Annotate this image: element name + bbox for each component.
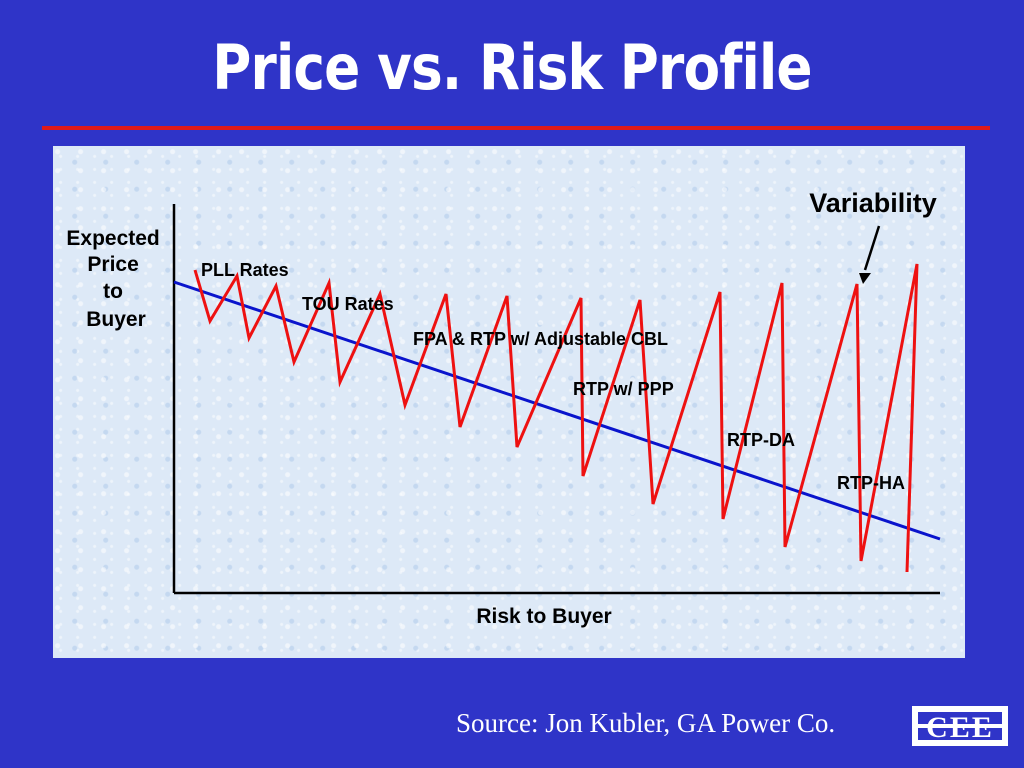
- rate-label-rtp-da: RTP-DA: [727, 430, 795, 450]
- y-axis-label-line: Expected: [66, 227, 159, 250]
- price-risk-diagram: Expected Price to Buyer Risk to Buyer Va…: [66, 188, 941, 628]
- rate-label-rtp-ha: RTP-HA: [837, 473, 905, 493]
- slide-title: Price vs. Risk Profile: [212, 31, 812, 104]
- y-axis-label: Expected Price to Buyer: [66, 227, 165, 331]
- x-axis-label: Risk to Buyer: [476, 605, 611, 628]
- variability-arrowhead: [859, 273, 871, 284]
- diagram-panel: Expected Price to Buyer Risk to Buyer Va…: [53, 146, 965, 658]
- y-axis-label-line: Price: [87, 253, 138, 276]
- variability-arrow: [863, 225, 881, 271]
- source-citation: Source: Jon Kubler, GA Power Co.: [456, 708, 836, 738]
- cee-logo-icon: CEE: [912, 706, 1008, 746]
- y-axis-label-line: to: [103, 280, 123, 303]
- variability-zigzag: [193, 263, 919, 573]
- title-divider: [42, 126, 990, 130]
- y-axis-label-line: Buyer: [86, 308, 146, 331]
- rate-label-pll: PLL Rates: [201, 260, 289, 280]
- rate-label-rtp-ppp: RTP w/ PPP: [573, 379, 674, 399]
- variability-label: Variability: [809, 188, 937, 218]
- rate-label-fpa-rtp: FPA & RTP w/ Adjustable CBL: [413, 329, 668, 349]
- rate-label-tou: TOU Rates: [302, 294, 394, 314]
- price-trend-line: [173, 280, 941, 541]
